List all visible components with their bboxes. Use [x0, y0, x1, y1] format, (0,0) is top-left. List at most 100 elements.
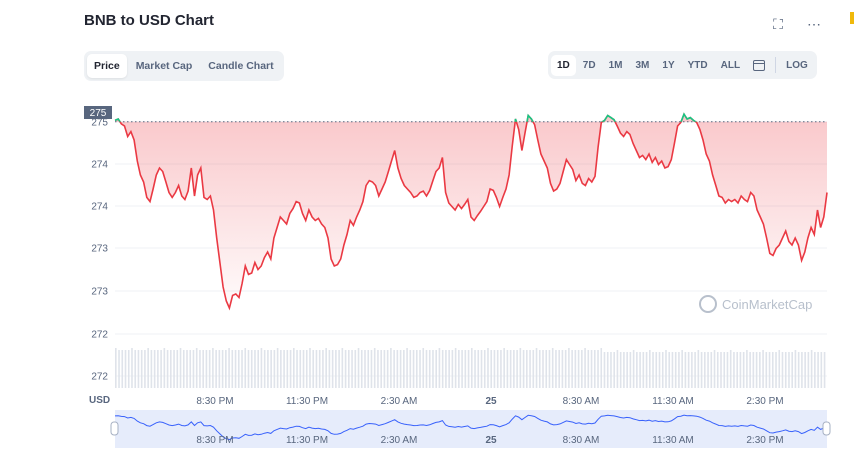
volume-bar — [140, 350, 143, 388]
volume-bar — [134, 350, 137, 388]
volume-bar — [645, 352, 648, 388]
volume-bar — [247, 350, 250, 388]
volume-bar — [784, 352, 787, 388]
volume-bar — [545, 350, 548, 388]
volume-bar — [771, 352, 774, 388]
volume-bar — [335, 350, 337, 388]
volume-bar — [681, 350, 683, 388]
volume-bar — [723, 352, 726, 388]
volume-bar — [477, 350, 480, 388]
price-label: 275 — [84, 106, 112, 119]
watermark-text: CoinMarketCap — [722, 297, 812, 312]
watermark: CoinMarketCap — [699, 295, 812, 313]
volume-bar — [791, 352, 793, 388]
navigator-right-handle[interactable] — [822, 421, 831, 436]
volume-bar — [428, 350, 431, 388]
volume-bar — [435, 350, 437, 388]
price-line-below-open — [114, 112, 828, 311]
volume-bar — [678, 352, 680, 388]
navigator-left-handle[interactable] — [110, 421, 119, 436]
navigator-line — [114, 414, 828, 441]
volume-bar — [370, 350, 373, 388]
volume-bar — [464, 350, 467, 388]
volume-bar — [716, 352, 719, 388]
volume-bar — [267, 350, 269, 388]
navigator-x-tick-label: 11:30 AM — [652, 435, 694, 446]
volume-bar — [257, 350, 259, 388]
tab-price[interactable]: Price — [87, 54, 127, 78]
y-tick-label: 274 — [91, 202, 108, 213]
range-ytd[interactable]: YTD — [687, 59, 708, 71]
volume-bar — [173, 350, 175, 388]
volume-bar — [179, 348, 182, 388]
x-tick-label: 25 — [485, 396, 497, 407]
more-icon[interactable]: ⋯ — [807, 16, 821, 32]
volume-bar — [577, 350, 580, 388]
x-tick-label: 2:30 AM — [381, 396, 418, 407]
tab-candle-chart[interactable]: Candle Chart — [208, 60, 274, 72]
range-all[interactable]: ALL — [720, 59, 741, 71]
y-tick-label: 272 — [91, 330, 108, 341]
volume-bar — [642, 352, 645, 388]
volume-bar — [629, 352, 632, 388]
volume-bar — [276, 348, 279, 388]
volume-bar — [548, 350, 551, 388]
volume-bar — [458, 350, 460, 388]
calendar-icon[interactable] — [753, 59, 766, 71]
volume-bar — [118, 350, 120, 388]
volume-bar — [519, 348, 522, 388]
volume-bar — [739, 352, 742, 388]
range-1y[interactable]: 1Y — [662, 59, 675, 71]
volume-bar — [286, 350, 289, 388]
volume-bar — [636, 352, 638, 388]
volume-bar — [474, 350, 476, 388]
volume-bar — [208, 350, 211, 388]
log-toggle[interactable]: LOG — [786, 59, 808, 71]
fullscreen-icon[interactable]: ⛶ — [773, 16, 783, 32]
y-tick-label: 273 — [91, 287, 108, 298]
volume-bar — [493, 350, 496, 388]
volume-bar — [325, 348, 327, 388]
volume-bar — [762, 350, 764, 388]
volume-bar — [419, 350, 421, 388]
volume-bar — [270, 350, 272, 388]
range-7d[interactable]: 7D — [582, 59, 596, 71]
volume-bar — [438, 348, 441, 388]
volume-bar — [166, 350, 169, 388]
volume-bar — [192, 350, 195, 388]
volume-bar — [354, 350, 357, 388]
volume-bar — [603, 352, 606, 388]
volume-bar — [215, 350, 217, 388]
volume-bar — [218, 350, 221, 388]
volume-bar — [127, 350, 130, 388]
range-1m[interactable]: 1M — [608, 59, 623, 71]
volume-bar — [542, 350, 544, 388]
volume-bar — [131, 348, 133, 388]
volume-bar — [526, 350, 528, 388]
volume-bar — [697, 350, 700, 388]
volume-bar — [461, 350, 463, 388]
volume-bar — [441, 350, 444, 388]
volume-bar — [322, 350, 324, 388]
volume-bar — [144, 350, 146, 388]
volume-bar — [684, 352, 687, 388]
tab-market-cap[interactable]: Market Cap — [135, 60, 193, 72]
volume-bar — [639, 352, 641, 388]
range-1d[interactable]: 1D — [551, 54, 576, 76]
volume-bar — [454, 348, 457, 388]
navigator-x-tick-label: 8:30 PM — [196, 435, 233, 446]
navigator-bg — [115, 410, 827, 448]
volume-bar — [749, 352, 751, 388]
volume-bar — [759, 352, 761, 388]
volume-bar — [742, 352, 745, 388]
volume-bar — [153, 350, 156, 388]
volume-bar — [137, 350, 140, 388]
volume-bar — [186, 350, 188, 388]
range-3m[interactable]: 3M — [635, 59, 650, 71]
volume-bar — [655, 352, 658, 388]
volume-bar — [380, 350, 382, 388]
volume-bar — [234, 350, 237, 388]
navigator[interactable]: 8:30 PM 11:30 PM 2:30 AM 25 8:30 AM 11:30 AM 2… — [110, 410, 831, 448]
volume-bar — [778, 350, 781, 388]
